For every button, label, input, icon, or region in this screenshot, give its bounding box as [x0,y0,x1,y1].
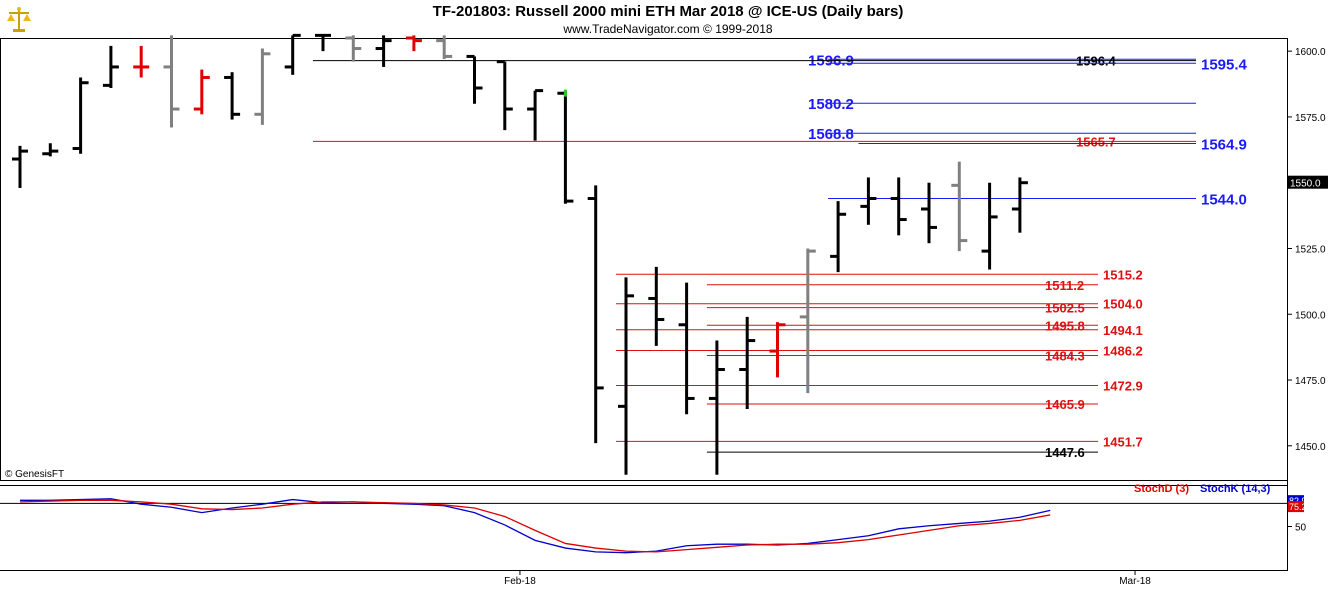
price-panel-frame [0,38,1288,481]
chart-subtitle: www.TradeNavigator.com © 1999-2018 [563,22,773,36]
level-label: 1596.4 [1076,54,1117,69]
level-label: 1544.0 [1201,191,1247,208]
level-label: 1447.6 [1045,445,1085,460]
y-tick-label: 1450.0 [1295,442,1326,453]
level-label: 1472.9 [1103,379,1143,394]
stochd-value: 75.22 [1289,502,1312,512]
copyright-label: © GenesisFT [5,469,65,480]
stochd-value-box [1288,501,1304,513]
stochd-line [19,499,1051,553]
level-label: 1515.2 [1103,267,1143,282]
y-tick-label: 1475.0 [1295,376,1326,387]
level-label: 1451.7 [1103,434,1143,449]
level-label: 1595.4 [1201,56,1248,73]
level-label: 1486.2 [1103,344,1143,359]
legend-stochd: StochD (3) [1134,483,1189,495]
genesis-scales-icon [7,7,31,32]
stochk-value-box [1288,495,1304,507]
stoch-y-tick-label: 50 [1295,523,1307,534]
y-tick-label: 1525.0 [1295,244,1326,255]
level-label: 1564.9 [1201,137,1247,154]
level-label: 1494.1 [1103,323,1143,338]
y-tick-label: 1500.0 [1295,310,1326,321]
level-label: 1580.2 [808,96,854,113]
axis-background [1288,0,1336,591]
level-label: 1511.2 [1045,278,1084,293]
chart-title: TF-201803: Russell 2000 mini ETH Mar 201… [432,3,904,20]
level-label: 1504.0 [1103,297,1143,312]
level-label: 1502.5 [1045,301,1085,316]
x-tick-label: Mar-18 [1119,576,1151,587]
level-label: 1495.8 [1045,318,1085,333]
y-tick-label: 1600.0 [1295,47,1326,58]
legend-stochk: StochK (14,3) [1200,483,1271,495]
x-tick-label: Feb-18 [504,576,536,587]
last-price-label: 1550.0 [1290,179,1321,190]
level-label: 1568.8 [808,126,854,143]
level-label: 1484.3 [1045,349,1085,364]
level-label: 1565.7 [1076,134,1116,149]
stochk-line [20,498,1051,554]
y-tick-label: 1575.0 [1295,113,1326,124]
last-price-box [1288,175,1328,189]
level-label: 1465.9 [1045,397,1085,412]
